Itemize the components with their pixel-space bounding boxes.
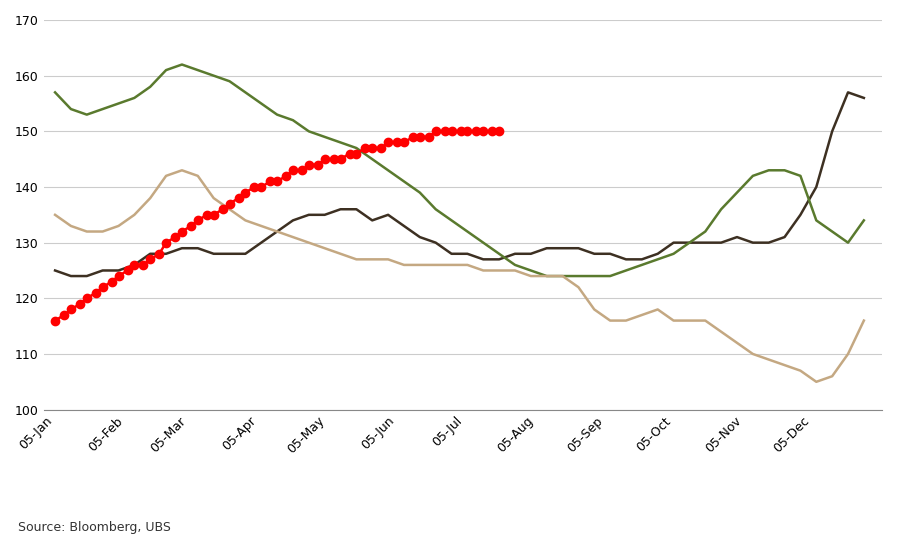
Legend: 2021, 2022, 2023, 2024: 2021, 2022, 2023, 2024 bbox=[268, 534, 658, 539]
Text: Source: Bloomberg, UBS: Source: Bloomberg, UBS bbox=[18, 521, 170, 534]
